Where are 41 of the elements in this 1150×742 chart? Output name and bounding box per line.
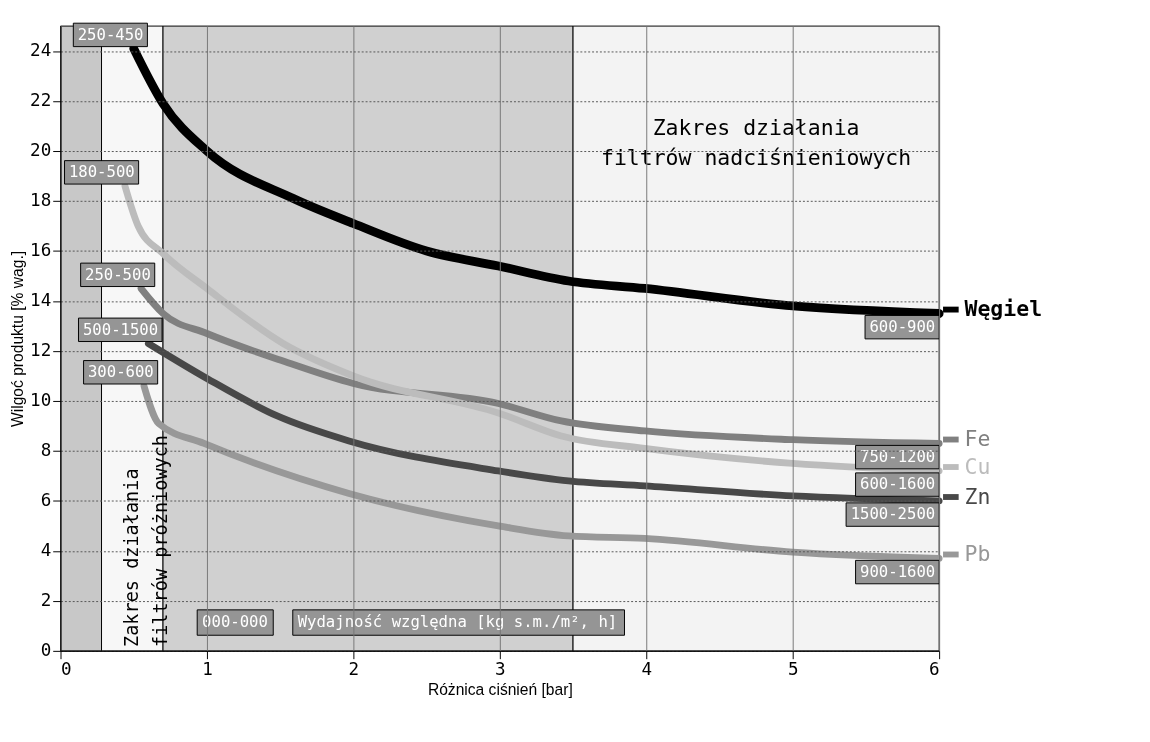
x-tick-label: 3 [495,658,506,679]
y-tick-label: 10 [30,390,52,411]
annotation: 600-900 [869,318,936,337]
y-tick-label: 24 [30,40,52,61]
y-axis-title: Wilgoć produktu [% wag.] [9,250,27,428]
annotation: 1500-2500 [850,505,936,524]
x-tick-label: 6 [929,658,940,679]
y-tick-label: 2 [40,590,52,611]
x-tick-label: 4 [641,658,653,679]
band-label: Zakres działania filtrów nadciśnieniowych [600,115,912,170]
band-label: Zakres działania filtrów próżniowych [121,434,172,647]
y-tick-label: 8 [40,440,52,461]
y-tick-label: 12 [30,340,52,361]
y-tick-label: 14 [30,290,52,311]
annotation: 500-1500 [82,320,159,339]
annotation: 300-600 [87,363,154,382]
annotation: 250-500 [85,265,151,284]
x-tick-label: 0 [61,658,72,679]
annotation: Wydajność względna [kg s.m./m², h] [297,613,618,632]
annotation: 750-1200 [860,447,936,466]
legend-label: Pb [964,541,991,567]
x-tick-label: 2 [348,658,360,679]
legend-label: Węgiel [964,296,1043,322]
annotation: 600-1600 [860,475,936,494]
annotation: 000-000 [202,613,268,632]
annotation: 250-450 [77,25,144,44]
y-tick-label: 16 [30,240,52,261]
legend-label: Cu [964,453,991,479]
y-tick-label: 6 [40,490,52,511]
legend-label: Zn [964,483,991,509]
y-tick-label: 22 [30,90,52,111]
legend-label: Fe [964,426,991,452]
annotation: 900-1600 [860,562,936,581]
annotation: 180-500 [68,163,135,182]
x-tick-label: 5 [787,658,799,679]
y-tick-label: 20 [30,140,52,161]
y-tick-label: 0 [40,640,52,661]
y-tick-label: 4 [40,540,52,561]
x-tick-label: 1 [202,658,213,679]
y-tick-label: 18 [30,190,52,211]
x-axis-title: Różnica ciśnień [bar] [427,681,573,699]
